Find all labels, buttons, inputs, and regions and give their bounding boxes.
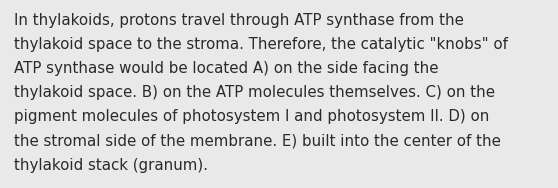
Text: In thylakoids, protons travel through ATP synthase from the: In thylakoids, protons travel through AT… (14, 13, 464, 28)
Text: pigment molecules of photosystem I and photosystem II. D) on: pigment molecules of photosystem I and p… (14, 109, 489, 124)
Text: ATP synthase would be located A) on the side facing the: ATP synthase would be located A) on the … (14, 61, 439, 76)
Text: the stromal side of the membrane. E) built into the center of the: the stromal side of the membrane. E) bui… (14, 133, 501, 149)
Text: thylakoid space. B) on the ATP molecules themselves. C) on the: thylakoid space. B) on the ATP molecules… (14, 85, 495, 100)
Text: thylakoid space to the stroma. Therefore, the catalytic "knobs" of: thylakoid space to the stroma. Therefore… (14, 37, 508, 52)
Text: thylakoid stack (granum).: thylakoid stack (granum). (14, 158, 208, 173)
